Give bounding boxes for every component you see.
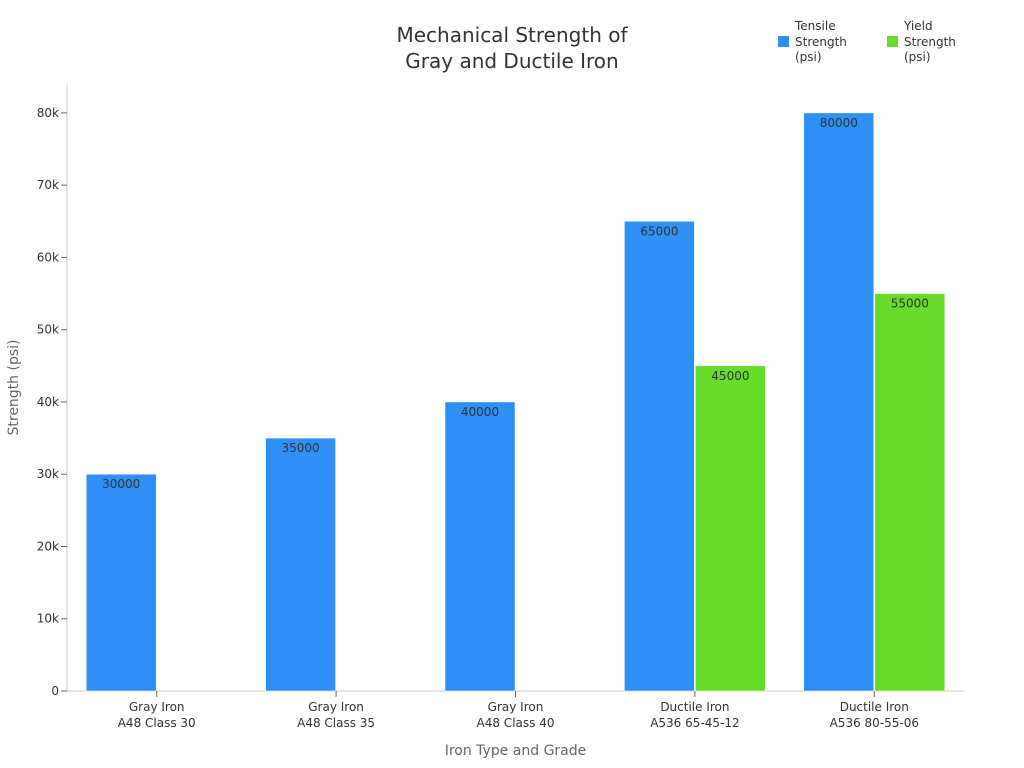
x-tick-label: Gray Iron <box>129 700 185 714</box>
chart-legend: Tensile Strength (psi) Yield Strength (p… <box>778 19 974 66</box>
bar-yield <box>695 365 766 692</box>
x-tick-label: A536 80-55-06 <box>830 716 919 730</box>
legend-item-yield[interactable]: Yield Strength (psi) <box>887 19 974 66</box>
chart-title: Mechanical Strength of Gray and Ductile … <box>312 22 712 74</box>
chart-title-line-1: Mechanical Strength of <box>396 23 628 47</box>
data-label: 65000 <box>640 224 678 238</box>
y-tick-label: 30k <box>37 467 59 481</box>
y-tick-label: 20k <box>37 539 59 553</box>
x-axis-title: Iron Type and Grade <box>445 743 587 759</box>
legend-swatch-tensile <box>778 36 789 47</box>
data-label: 80000 <box>820 116 858 130</box>
legend-swatch-yield <box>887 36 898 47</box>
y-tick-label: 40k <box>37 395 59 409</box>
y-tick-label: 0 <box>51 684 59 698</box>
data-label: 30000 <box>102 477 140 491</box>
bar-tensile <box>85 473 157 692</box>
x-tick-label: Ductile Iron <box>840 700 909 714</box>
legend-label-tensile: Tensile Strength (psi) <box>795 19 847 64</box>
x-tick-label: A48 Class 40 <box>477 716 555 730</box>
chart-title-line-2: Gray and Ductile Iron <box>405 49 619 73</box>
y-tick-label: 60k <box>37 250 59 264</box>
y-tick-label: 80k <box>37 106 59 120</box>
y-tick-label: 70k <box>37 178 59 192</box>
x-tick-label: A48 Class 35 <box>297 716 375 730</box>
x-tick-label: Gray Iron <box>308 700 364 714</box>
data-label: 40000 <box>461 405 499 419</box>
y-tick-label: 50k <box>37 323 59 337</box>
x-tick-label: A48 Class 30 <box>118 716 196 730</box>
data-label: 35000 <box>282 441 320 455</box>
bar-yield <box>874 293 946 692</box>
bar-tensile <box>444 401 516 692</box>
bar-tensile <box>624 221 695 692</box>
legend-item-tensile[interactable]: Tensile Strength (psi) <box>778 19 865 66</box>
bar-tensile <box>265 437 336 692</box>
x-tick-label: Gray Iron <box>488 700 544 714</box>
legend-label-yield: Yield Strength (psi) <box>904 19 956 64</box>
x-tick-label: Ductile Iron <box>660 700 729 714</box>
x-tick-label: A536 65-45-12 <box>650 716 739 730</box>
bar-tensile <box>803 112 875 692</box>
y-axis-title: Strength (psi) <box>6 339 22 435</box>
data-label: 45000 <box>711 369 749 383</box>
data-label: 55000 <box>891 297 929 311</box>
y-tick-label: 10k <box>37 612 59 626</box>
